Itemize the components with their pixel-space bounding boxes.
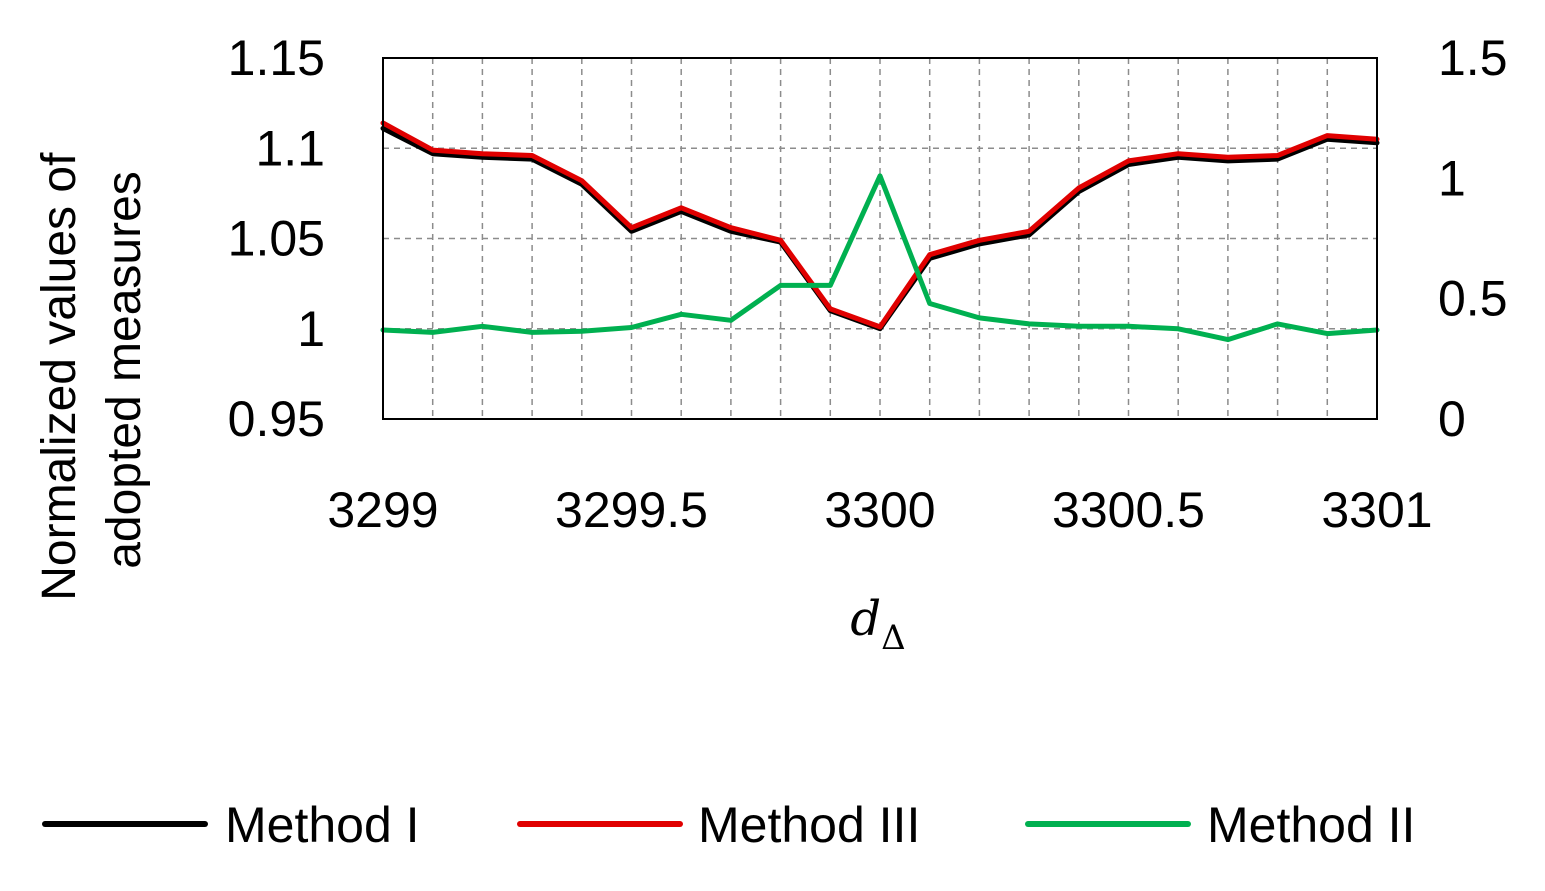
y-tick-label: 1.1 bbox=[255, 120, 325, 176]
x-axis-title-main: d bbox=[850, 591, 881, 647]
x-axis-title: dΔ bbox=[850, 591, 905, 658]
x-tick-label: 3299.5 bbox=[555, 482, 708, 538]
y-tick-label: 1.15 bbox=[228, 30, 325, 86]
y-tick-label-right: 0 bbox=[1438, 391, 1466, 447]
y-axis-left: 0.95 1 1.05 1.1 1.15 bbox=[228, 30, 325, 447]
y-tick-label-right: 0.5 bbox=[1438, 271, 1508, 327]
y-axis-title-line-2: adopted measures bbox=[98, 171, 151, 569]
x-tick-label: 3300.5 bbox=[1052, 482, 1205, 538]
plot-area-frame bbox=[382, 57, 1378, 420]
series-line-method-ii bbox=[380, 173, 1380, 343]
grid bbox=[383, 58, 1377, 419]
y-tick-label-right: 1 bbox=[1438, 150, 1466, 206]
y-tick-label-right: 1.5 bbox=[1438, 30, 1508, 86]
x-axis: 3299 3299.5 3300 3300.5 3301 bbox=[327, 482, 1432, 538]
y-axis-title-line-1: Normalized values of bbox=[33, 152, 86, 601]
x-tick-label: 3299 bbox=[327, 482, 438, 538]
x-axis-title-subscript: Δ bbox=[881, 618, 906, 658]
x-tick-label: 3300 bbox=[824, 482, 935, 538]
series-group bbox=[380, 120, 1380, 343]
y-axis-right: 0 0.5 1 1.5 bbox=[1438, 30, 1508, 447]
legend-label-method-ii: Method II bbox=[1207, 797, 1415, 853]
y-axis-title: Normalized values of adopted measures bbox=[33, 139, 151, 601]
legend-label-method-iii: Method III bbox=[698, 797, 920, 853]
y-tick-label: 1.05 bbox=[228, 211, 325, 267]
x-tick-label: 3301 bbox=[1321, 482, 1432, 538]
y-tick-label: 0.95 bbox=[228, 391, 325, 447]
y-tick-label: 1 bbox=[297, 301, 325, 357]
series-line-method-iii bbox=[380, 120, 1380, 330]
legend: Method I Method III Method II bbox=[42, 797, 1415, 853]
legend-label-method-i: Method I bbox=[225, 797, 420, 853]
